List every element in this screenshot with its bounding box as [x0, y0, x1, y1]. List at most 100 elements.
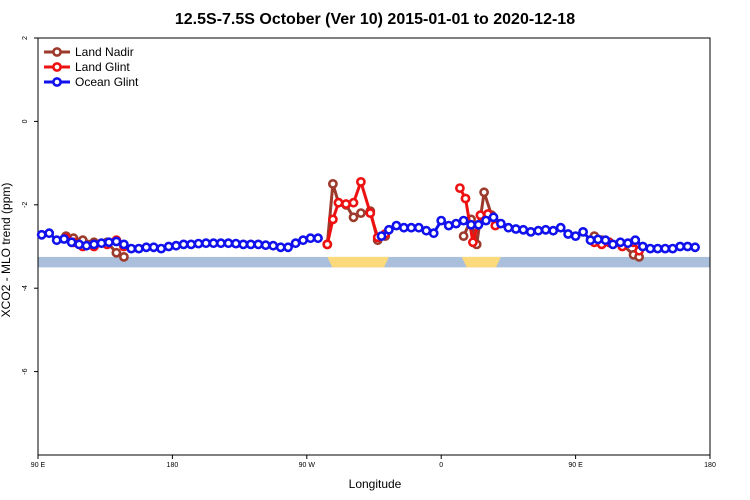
x-axis: 90 E 180 90 W 0 90 E 180 — [31, 455, 716, 469]
data-point — [298, 235, 308, 246]
legend-label: Land Nadir — [75, 45, 134, 59]
data-point — [458, 215, 469, 226]
data-point — [454, 183, 465, 193]
legend-label: Ocean Glint — [75, 75, 139, 89]
data-point — [245, 239, 256, 250]
x-tick-label: 180 — [704, 462, 716, 469]
data-point — [376, 231, 387, 241]
land-patch — [327, 256, 389, 268]
x-tick-label: 90 E — [568, 462, 583, 469]
data-point — [156, 243, 167, 254]
plot-frame — [37, 37, 711, 456]
data-point — [66, 237, 77, 248]
data-point — [600, 235, 611, 246]
data-point — [637, 241, 648, 252]
data-point — [428, 228, 439, 239]
y-axis-label: XCO2 - MLO trend (ppm) — [0, 183, 13, 318]
data-point — [193, 238, 204, 249]
chart-title: 12.5S-7.5S October (Ver 10) 2015-01-01 t… — [175, 11, 575, 28]
y-tick-label: -4 — [22, 285, 29, 291]
x-tick-label: 180 — [167, 462, 179, 469]
data-point — [201, 238, 211, 249]
data-point — [548, 225, 559, 236]
data-point — [290, 238, 301, 249]
legend-swatch-marker — [52, 77, 62, 87]
data-point — [443, 220, 454, 231]
data-point — [111, 247, 122, 258]
data-point — [215, 238, 226, 249]
data-point — [585, 235, 596, 246]
legend-label: Land Glint — [75, 60, 130, 74]
data-point — [148, 242, 159, 253]
data-point — [268, 240, 279, 251]
x-tick-label: 0 — [439, 462, 443, 469]
data-point — [488, 212, 499, 223]
data-point — [365, 208, 376, 218]
data-point — [652, 243, 663, 254]
data-point — [503, 222, 514, 233]
data-point — [133, 243, 144, 254]
y-axis: -6 -4 -2 0 2 — [22, 36, 38, 375]
data-point — [341, 199, 351, 209]
data-point — [570, 231, 581, 241]
data-point — [630, 235, 641, 246]
y-tick-label: -2 — [22, 202, 29, 208]
data-point — [186, 239, 196, 250]
data-point — [391, 220, 402, 231]
data-point — [104, 237, 114, 248]
x-tick-label: 90 W — [299, 462, 316, 469]
data-point — [283, 242, 293, 253]
data-point — [467, 237, 478, 248]
data-point — [495, 218, 506, 229]
data-point — [327, 214, 338, 225]
data-point — [518, 224, 529, 235]
series-ocean-glint — [36, 212, 700, 254]
data-point — [355, 208, 366, 218]
data-point — [436, 215, 447, 226]
data-point — [230, 238, 241, 249]
data-point — [36, 229, 47, 240]
data-point — [578, 226, 588, 237]
data-point — [238, 239, 249, 250]
data-point — [623, 238, 633, 249]
data-point — [348, 212, 359, 223]
data-point — [119, 251, 129, 262]
land-patch — [461, 256, 501, 268]
data-point — [533, 225, 544, 236]
data-point — [406, 222, 417, 233]
data-point — [460, 193, 471, 204]
data-point — [348, 197, 359, 208]
data-point — [260, 240, 271, 251]
data-point — [322, 239, 333, 250]
data-point — [355, 176, 366, 187]
data-point — [59, 234, 69, 244]
data-point — [163, 241, 174, 252]
series-layer — [36, 176, 700, 262]
data-point — [74, 239, 84, 250]
data-point — [413, 222, 424, 233]
data-point — [525, 226, 536, 237]
data-point — [126, 243, 137, 254]
data-point — [119, 239, 129, 250]
y-tick-label: -6 — [22, 368, 29, 374]
data-point — [608, 239, 618, 250]
data-point — [682, 241, 693, 252]
data-point — [479, 187, 489, 198]
data-point — [458, 231, 469, 241]
legend-swatch-marker — [52, 62, 62, 72]
data-point — [44, 228, 55, 239]
data-point — [313, 233, 323, 244]
data-point — [327, 178, 338, 189]
data-point — [51, 235, 62, 246]
data-point — [690, 242, 700, 253]
data-point — [481, 215, 491, 226]
data-point — [555, 222, 566, 233]
data-point — [563, 229, 573, 239]
data-point — [451, 218, 461, 229]
x-tick-label: 90 E — [31, 462, 46, 469]
data-point — [540, 224, 551, 235]
data-point — [111, 236, 122, 247]
y-tick-label: 0 — [22, 119, 29, 123]
data-point — [675, 241, 685, 252]
